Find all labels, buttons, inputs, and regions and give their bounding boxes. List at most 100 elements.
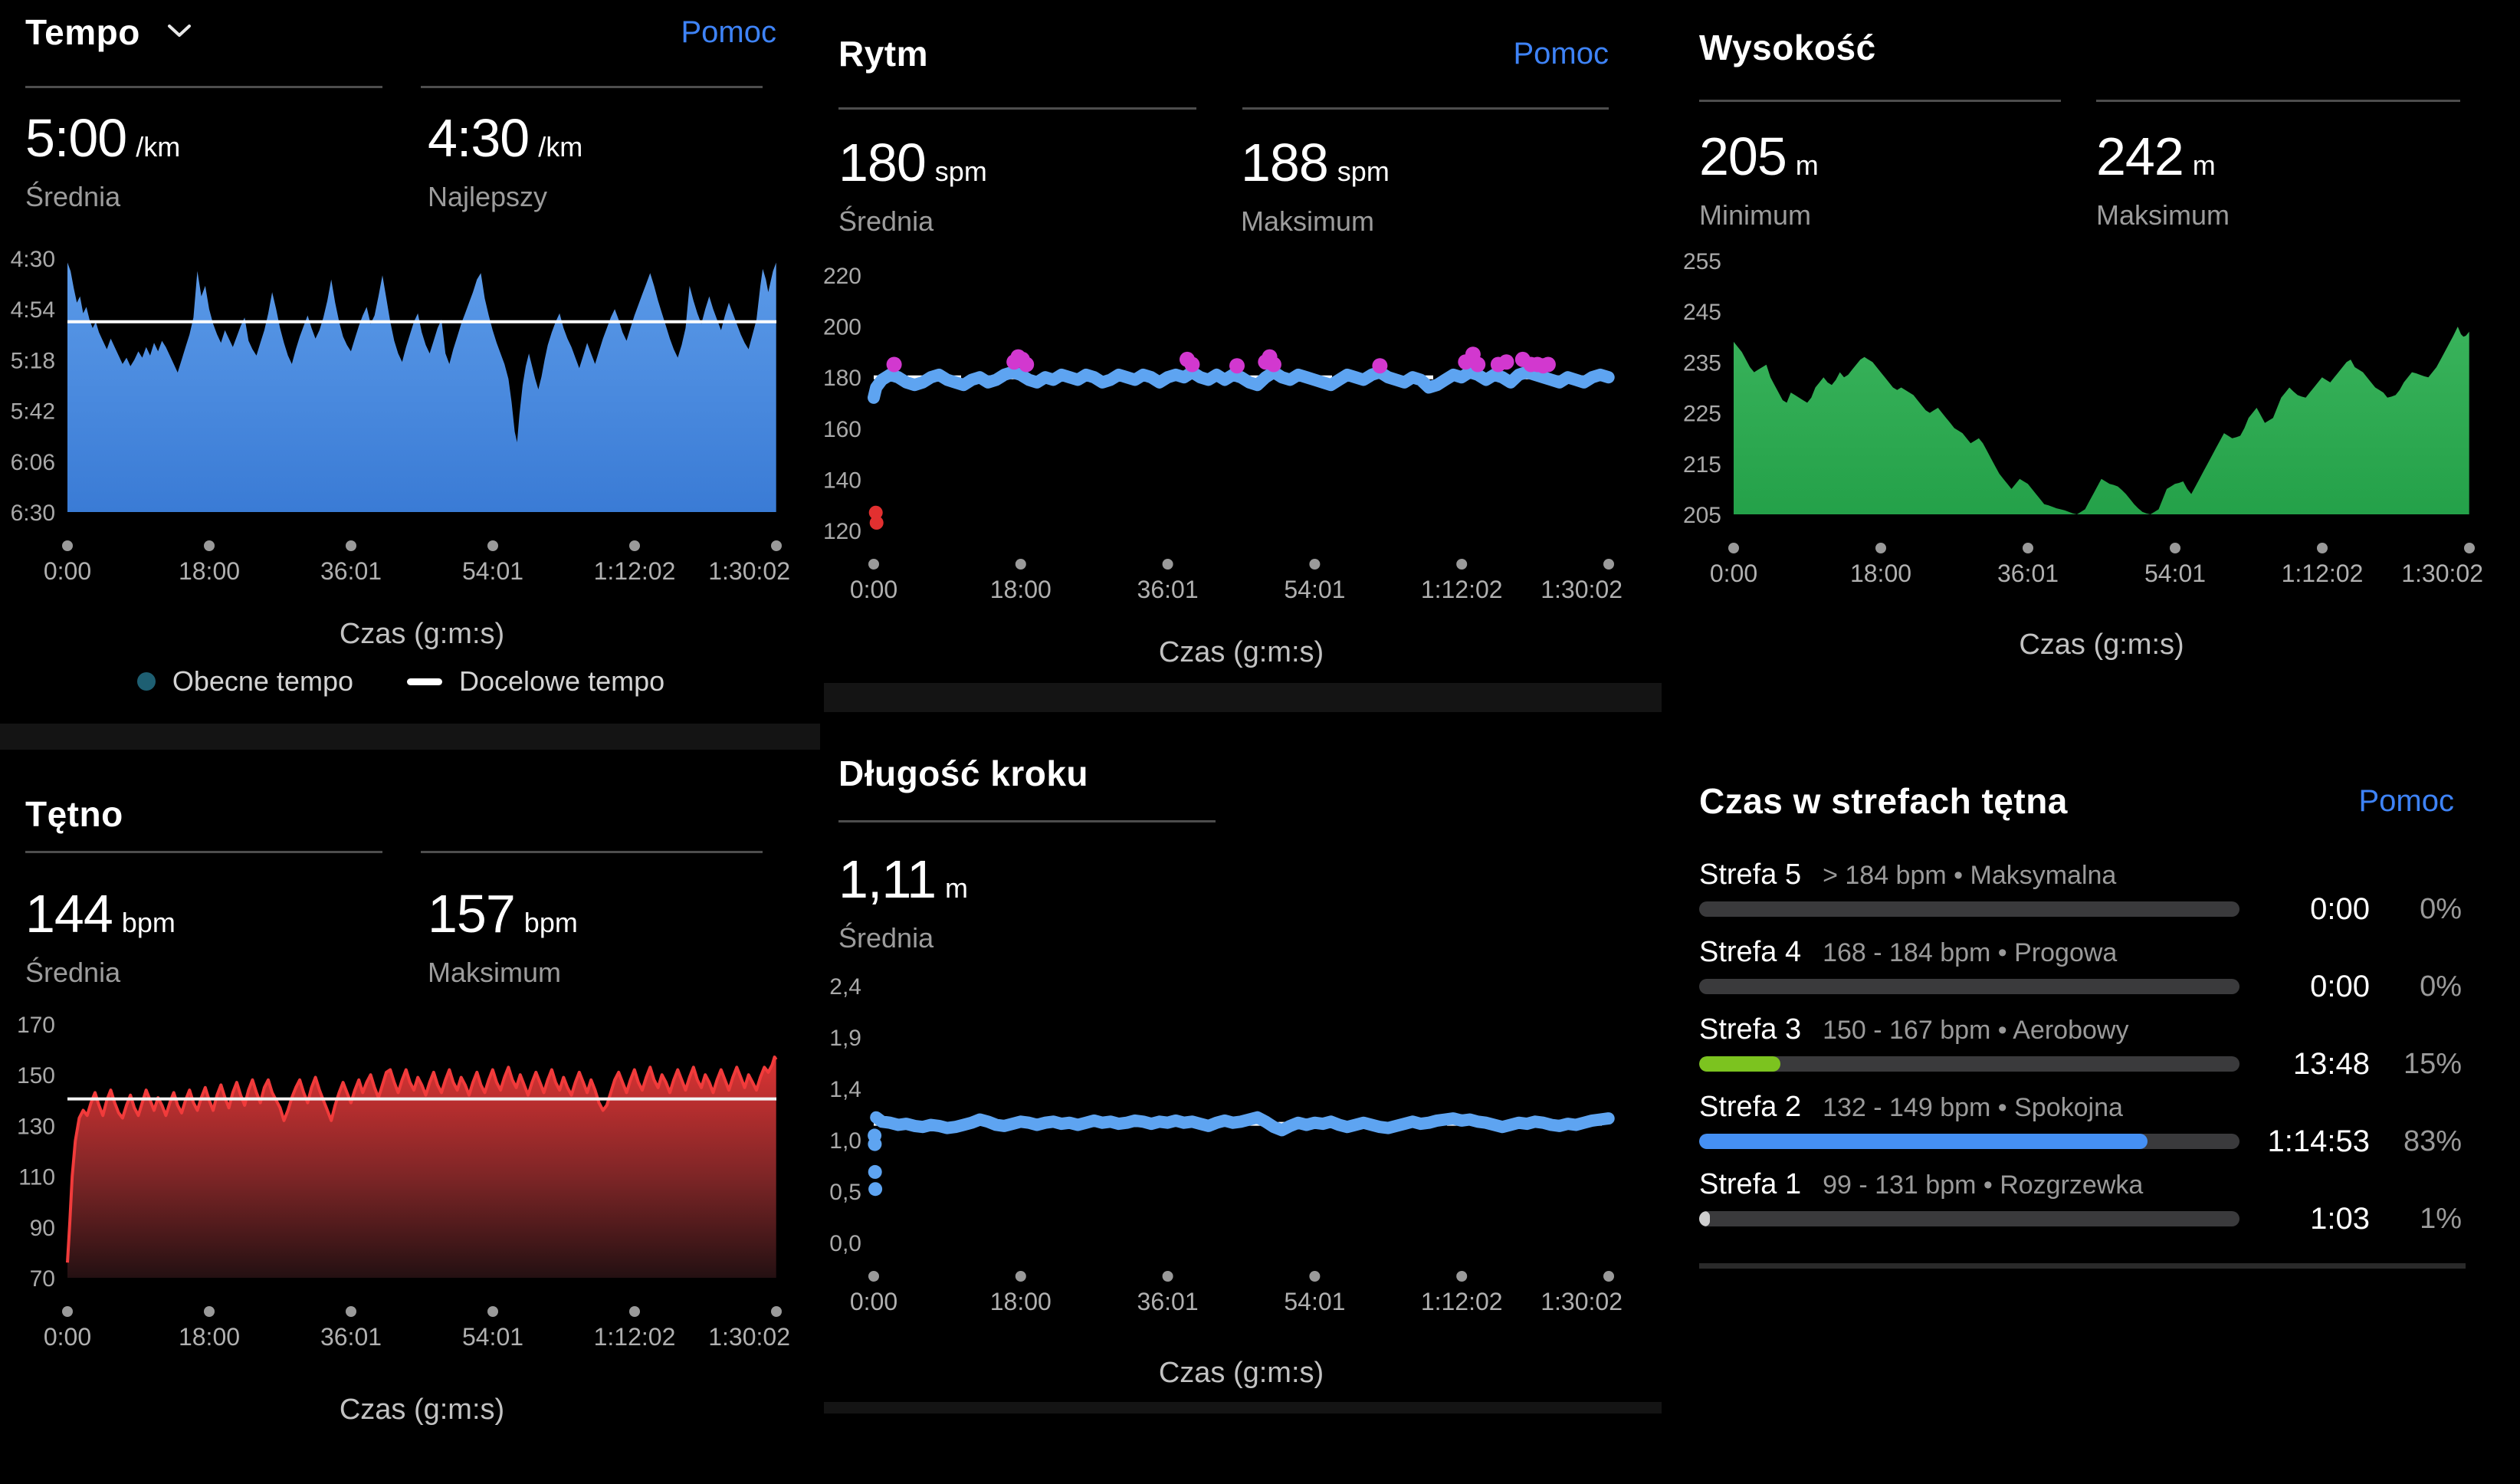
krok-xaxis-title: Czas (g:m:s) — [1158, 1357, 1324, 1389]
hr-zone-percent: 1% — [2420, 1202, 2462, 1235]
stat-label: Maksimum — [2096, 199, 2230, 231]
hr-zones-list: Strefa 5 > 184 bpm • Maksymalna 0:00 0% … — [1699, 859, 2469, 1246]
hr-zone-percent: 15% — [2403, 1047, 2462, 1080]
svg-text:36:01: 36:01 — [1137, 1288, 1199, 1315]
legend-label: Docelowe tempo — [459, 665, 665, 697]
tempo-best-stat: 4:30/km Najlepszy — [428, 107, 582, 213]
tempo-xaxis-title: Czas (g:m:s) — [339, 618, 505, 650]
svg-text:215: 215 — [1683, 452, 1721, 478]
stat-unit: m — [945, 872, 969, 904]
rytm-max-stat: 188 spm Maksimum — [1241, 132, 1390, 238]
tetno-chart[interactable]: 170 150 130 110 90 70 0:00 18:00 36:01 54:01 1:12:… — [17, 1013, 790, 1366]
tetno-plot[interactable]: 170 150 130 110 90 70 0:00 18:00 36:01 54:01 1:12:… — [17, 1013, 790, 1366]
rytm-title: Rytm — [838, 34, 929, 74]
stat-value: 188 — [1241, 133, 1329, 192]
svg-text:6:06: 6:06 — [11, 450, 55, 475]
tempo-series-obecne-tempo — [67, 262, 776, 512]
svg-text:18:00: 18:00 — [179, 1323, 240, 1351]
svg-text:18:00: 18:00 — [179, 557, 240, 585]
svg-text:1:12:02: 1:12:02 — [594, 1323, 676, 1351]
stat-label: Średnia — [838, 205, 934, 237]
rytm-help-link[interactable]: Pomoc — [1513, 36, 1609, 71]
stat-value: 4:30 — [428, 108, 530, 168]
divider — [1699, 100, 2062, 102]
svg-text:18:00: 18:00 — [990, 576, 1052, 603]
divider — [1699, 1263, 2466, 1269]
svg-text:205: 205 — [1683, 503, 1721, 528]
svg-text:140: 140 — [823, 468, 861, 493]
hr-zone-time: 13:48 — [2292, 1046, 2370, 1081]
wysokosc-max-stat: 242 m Maksimum — [2096, 126, 2230, 231]
hr-zone-time: 1:14:53 — [2267, 1124, 2370, 1158]
svg-text:54:01: 54:01 — [462, 1323, 523, 1351]
rytm-avg-stat: 180 spm Średnia — [838, 132, 987, 238]
svg-text:170: 170 — [17, 1013, 55, 1038]
svg-text:5:42: 5:42 — [11, 399, 55, 425]
svg-text:54:01: 54:01 — [1284, 576, 1345, 603]
hr-zone-time: 0:00 — [2310, 969, 2370, 1003]
divider — [1242, 107, 1609, 110]
stat-value: 1,11 — [838, 849, 937, 909]
svg-text:4:54: 4:54 — [11, 297, 55, 323]
tempo-help-link[interactable]: Pomoc — [681, 15, 777, 49]
hr-zone-bar-track — [1699, 1211, 2239, 1226]
svg-text:0,5: 0,5 — [829, 1180, 861, 1205]
tempo-avg-stat: 5:00/km Średnia — [25, 107, 180, 213]
svg-text:70: 70 — [30, 1266, 55, 1292]
stat-unit: bpm — [523, 907, 578, 938]
stat-label: Najlepszy — [428, 181, 548, 212]
svg-text:2,4: 2,4 — [829, 974, 861, 1000]
hr-zone-name: Strefa 5 — [1699, 859, 1802, 891]
tetno-max-stat: 157 bpm Maksimum — [428, 883, 578, 989]
krok-chart[interactable]: 2,4 1,9 1,4 1,0 0,5 0,0 0:00 18:00 36:01 54:01 1:1… — [829, 974, 1623, 1331]
svg-text:120: 120 — [823, 519, 861, 544]
stat-label: Maksimum — [428, 957, 562, 988]
separator — [824, 683, 1662, 712]
chevron-down-icon[interactable] — [166, 22, 192, 43]
divider — [421, 851, 763, 853]
svg-text:18:00: 18:00 — [990, 1288, 1052, 1315]
krok-plot[interactable]: 2,4 1,9 1,4 1,0 0,5 0,0 0:00 18:00 36:01 54:01 1:1… — [829, 974, 1623, 1331]
stat-unit: /km — [538, 131, 583, 163]
tempo-chart[interactable]: 4:30 4:54 5:18 5:42 6:06 6:30 0:00 18:00 36:01 54… — [11, 247, 790, 600]
svg-text:180: 180 — [823, 366, 861, 391]
hr-zone-name: Strefa 2 — [1699, 1091, 1802, 1123]
panel-tempo: Tempo Pomoc 5:00/km Średnia 4:30/km Najl… — [25, 11, 776, 241]
tempo-title: Tempo — [25, 12, 140, 52]
wysokosc-plot[interactable]: 255 245 235 225 215 205 0:00 18:00 36:01 54:01 1:1… — [1683, 249, 2483, 602]
svg-text:36:01: 36:01 — [320, 1323, 382, 1351]
tetno-series-tetno-area — [66, 1056, 778, 1278]
svg-text:36:01: 36:01 — [320, 557, 382, 585]
tempo-plot[interactable]: 4:30 4:54 5:18 5:42 6:06 6:30 0:00 18:00 36:01 54… — [11, 247, 790, 600]
panel-hr-zones: Czas w strefach tętna Pomoc — [1699, 780, 2469, 1278]
svg-text:255: 255 — [1683, 249, 1721, 274]
hr-zone-bar-fill — [1699, 1211, 1711, 1226]
svg-text:18:00: 18:00 — [1850, 560, 1911, 587]
target-pace-dash-icon — [407, 678, 442, 685]
stat-value: 242 — [2096, 126, 2184, 186]
svg-text:0:00: 0:00 — [44, 1323, 91, 1351]
hr-zone-time: 0:00 — [2310, 891, 2370, 926]
tetno-avg-stat: 144 bpm Średnia — [25, 883, 176, 989]
hr-zone-desc: 150 - 167 bpm • Aerobowy — [1823, 1016, 2129, 1045]
svg-text:1:30:02: 1:30:02 — [708, 557, 790, 585]
stat-value: 180 — [838, 133, 927, 192]
stat-unit: m — [1795, 149, 1819, 181]
svg-text:54:01: 54:01 — [2144, 560, 2206, 587]
wysokosc-chart[interactable]: 255 245 235 225 215 205 0:00 18:00 36:01 54:01 1:1… — [1683, 249, 2483, 602]
hr-zones-title: Czas w strefach tętna — [1699, 781, 2068, 821]
current-pace-dot-icon — [136, 672, 156, 691]
rytm-plot[interactable]: 220 200 180 160 140 120 0:00 18:00 36:01 54:01 1:1… — [823, 264, 1623, 619]
hr-zones-help-link[interactable]: Pomoc — [2358, 783, 2455, 818]
krok-title: Długość kroku — [838, 753, 1089, 793]
svg-text:1:12:02: 1:12:02 — [1421, 1288, 1503, 1315]
svg-text:6:30: 6:30 — [11, 501, 55, 526]
svg-text:200: 200 — [823, 315, 861, 340]
wysokosc-xaxis-title: Czas (g:m:s) — [2019, 629, 2184, 661]
svg-text:245: 245 — [1683, 300, 1721, 325]
divider — [25, 851, 382, 853]
rytm-chart[interactable]: 220 200 180 160 140 120 0:00 18:00 36:01 54:01 1:1… — [823, 264, 1623, 619]
svg-text:0,0: 0,0 — [829, 1231, 861, 1256]
svg-text:1:30:02: 1:30:02 — [2401, 560, 2483, 587]
wysokosc-series-wysokosc-area — [1734, 327, 2469, 514]
